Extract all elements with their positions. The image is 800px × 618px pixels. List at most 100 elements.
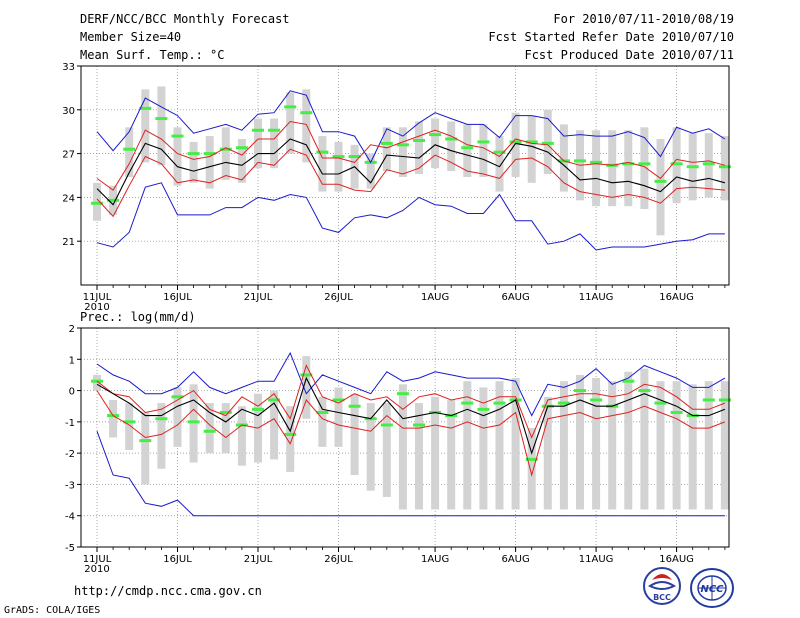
x-tick-label: 26JUL [324,554,353,565]
spread-box [463,381,472,510]
spread-box [125,127,134,177]
spread-box [270,118,279,169]
spread-box [479,387,488,510]
spread-box [527,115,536,183]
spread-box [495,136,504,192]
median-mark [638,389,651,393]
spread-box [350,393,359,476]
median-mark [670,162,683,166]
spread-box [157,86,166,166]
series-line-mean [96,138,726,206]
y-tick-label: -1 [65,418,75,429]
spread-box [173,387,182,447]
spread-box [318,136,327,192]
x-tick-label: 26JUL [324,292,353,303]
spread-box [576,374,584,510]
median-mark [139,439,152,443]
series-line-lower [96,148,725,218]
series-line-upper [96,120,726,191]
spread-box [447,399,456,510]
median-mark [574,159,586,163]
median-mark [380,423,393,427]
x-tick-label: 16JUL [163,554,192,565]
grads-credit: GrADS: COLA/IGES [4,605,101,616]
y-tick-label: 21 [62,237,75,248]
fcst-produced-date: Fcst Produced Date 2010/07/11 [524,48,734,62]
spread-box [157,403,166,469]
spread-box [366,403,375,491]
median-mark [187,152,200,156]
median-mark [590,160,603,164]
spread-box [656,139,665,236]
median-mark [445,137,458,141]
median-mark [284,105,297,109]
spread-box [334,387,343,447]
median-mark [477,140,490,144]
spread-box [592,378,601,510]
median-mark [718,165,731,169]
spread-box [270,390,279,460]
x-tick-label: 11AUG [579,554,614,565]
chart-title: DERF/NCC/BCC Monthly Forecast [80,12,290,26]
median-mark [670,410,683,414]
median-mark [332,398,345,402]
spread-box [511,112,520,177]
x-tick-label: 16AUG [659,292,694,303]
x-tick-label: 21JUL [244,292,273,303]
median-mark [557,401,570,405]
median-mark [574,389,586,393]
median-mark [316,150,329,154]
median-mark [187,420,200,424]
fcst-started-date: Fcst Started Refer Date 2010/07/10 [488,30,734,44]
precip-title: Prec.: log(mm/d) [80,310,196,324]
median-mark [654,401,667,405]
median-mark [525,457,538,461]
median-mark [622,162,635,166]
variable-label: Mean Surf. Temp.: °C [80,48,225,62]
y-tick-label: -3 [65,480,75,491]
x-tick-label: 1AUG [421,554,449,565]
median-mark [107,198,120,202]
median-mark [461,146,474,150]
median-mark [300,111,313,115]
spread-box [302,89,311,163]
spread-box [398,384,407,510]
year-label: 2010 [84,564,109,575]
source-url[interactable]: http://cmdp.ncc.cma.gov.cn [74,584,262,598]
spread-box [415,121,423,175]
spread-box [189,384,198,463]
spread-box [237,139,246,183]
spread-box [415,403,423,510]
spread-box [527,428,536,510]
series-line-lower [96,390,726,477]
median-mark [268,128,281,132]
spread-box [254,118,262,169]
median-mark [316,410,329,414]
spread-box [431,396,440,510]
series-line-min [96,182,725,251]
spread-box [543,396,552,510]
median-mark [493,401,506,405]
x-tick-label: 21JUL [244,554,273,565]
x-tick-label: 11JUL [83,554,112,565]
spread-box [141,412,150,485]
median-mark [123,420,136,424]
median-mark [396,392,409,396]
plot-frame [80,65,730,286]
median-mark [203,429,216,433]
spread-box [688,384,697,510]
median-mark [155,417,168,421]
median-mark [702,162,715,166]
median-mark [252,128,264,132]
spread-box [640,368,649,510]
spread-box [286,92,295,154]
y-tick-label: -2 [65,449,75,460]
median-mark [91,201,103,205]
spread-box [382,127,391,172]
plot-frame [80,327,730,548]
series-line-upper [96,364,726,439]
median-mark [171,395,184,399]
median-mark [413,138,425,142]
series-line-min [96,431,725,517]
